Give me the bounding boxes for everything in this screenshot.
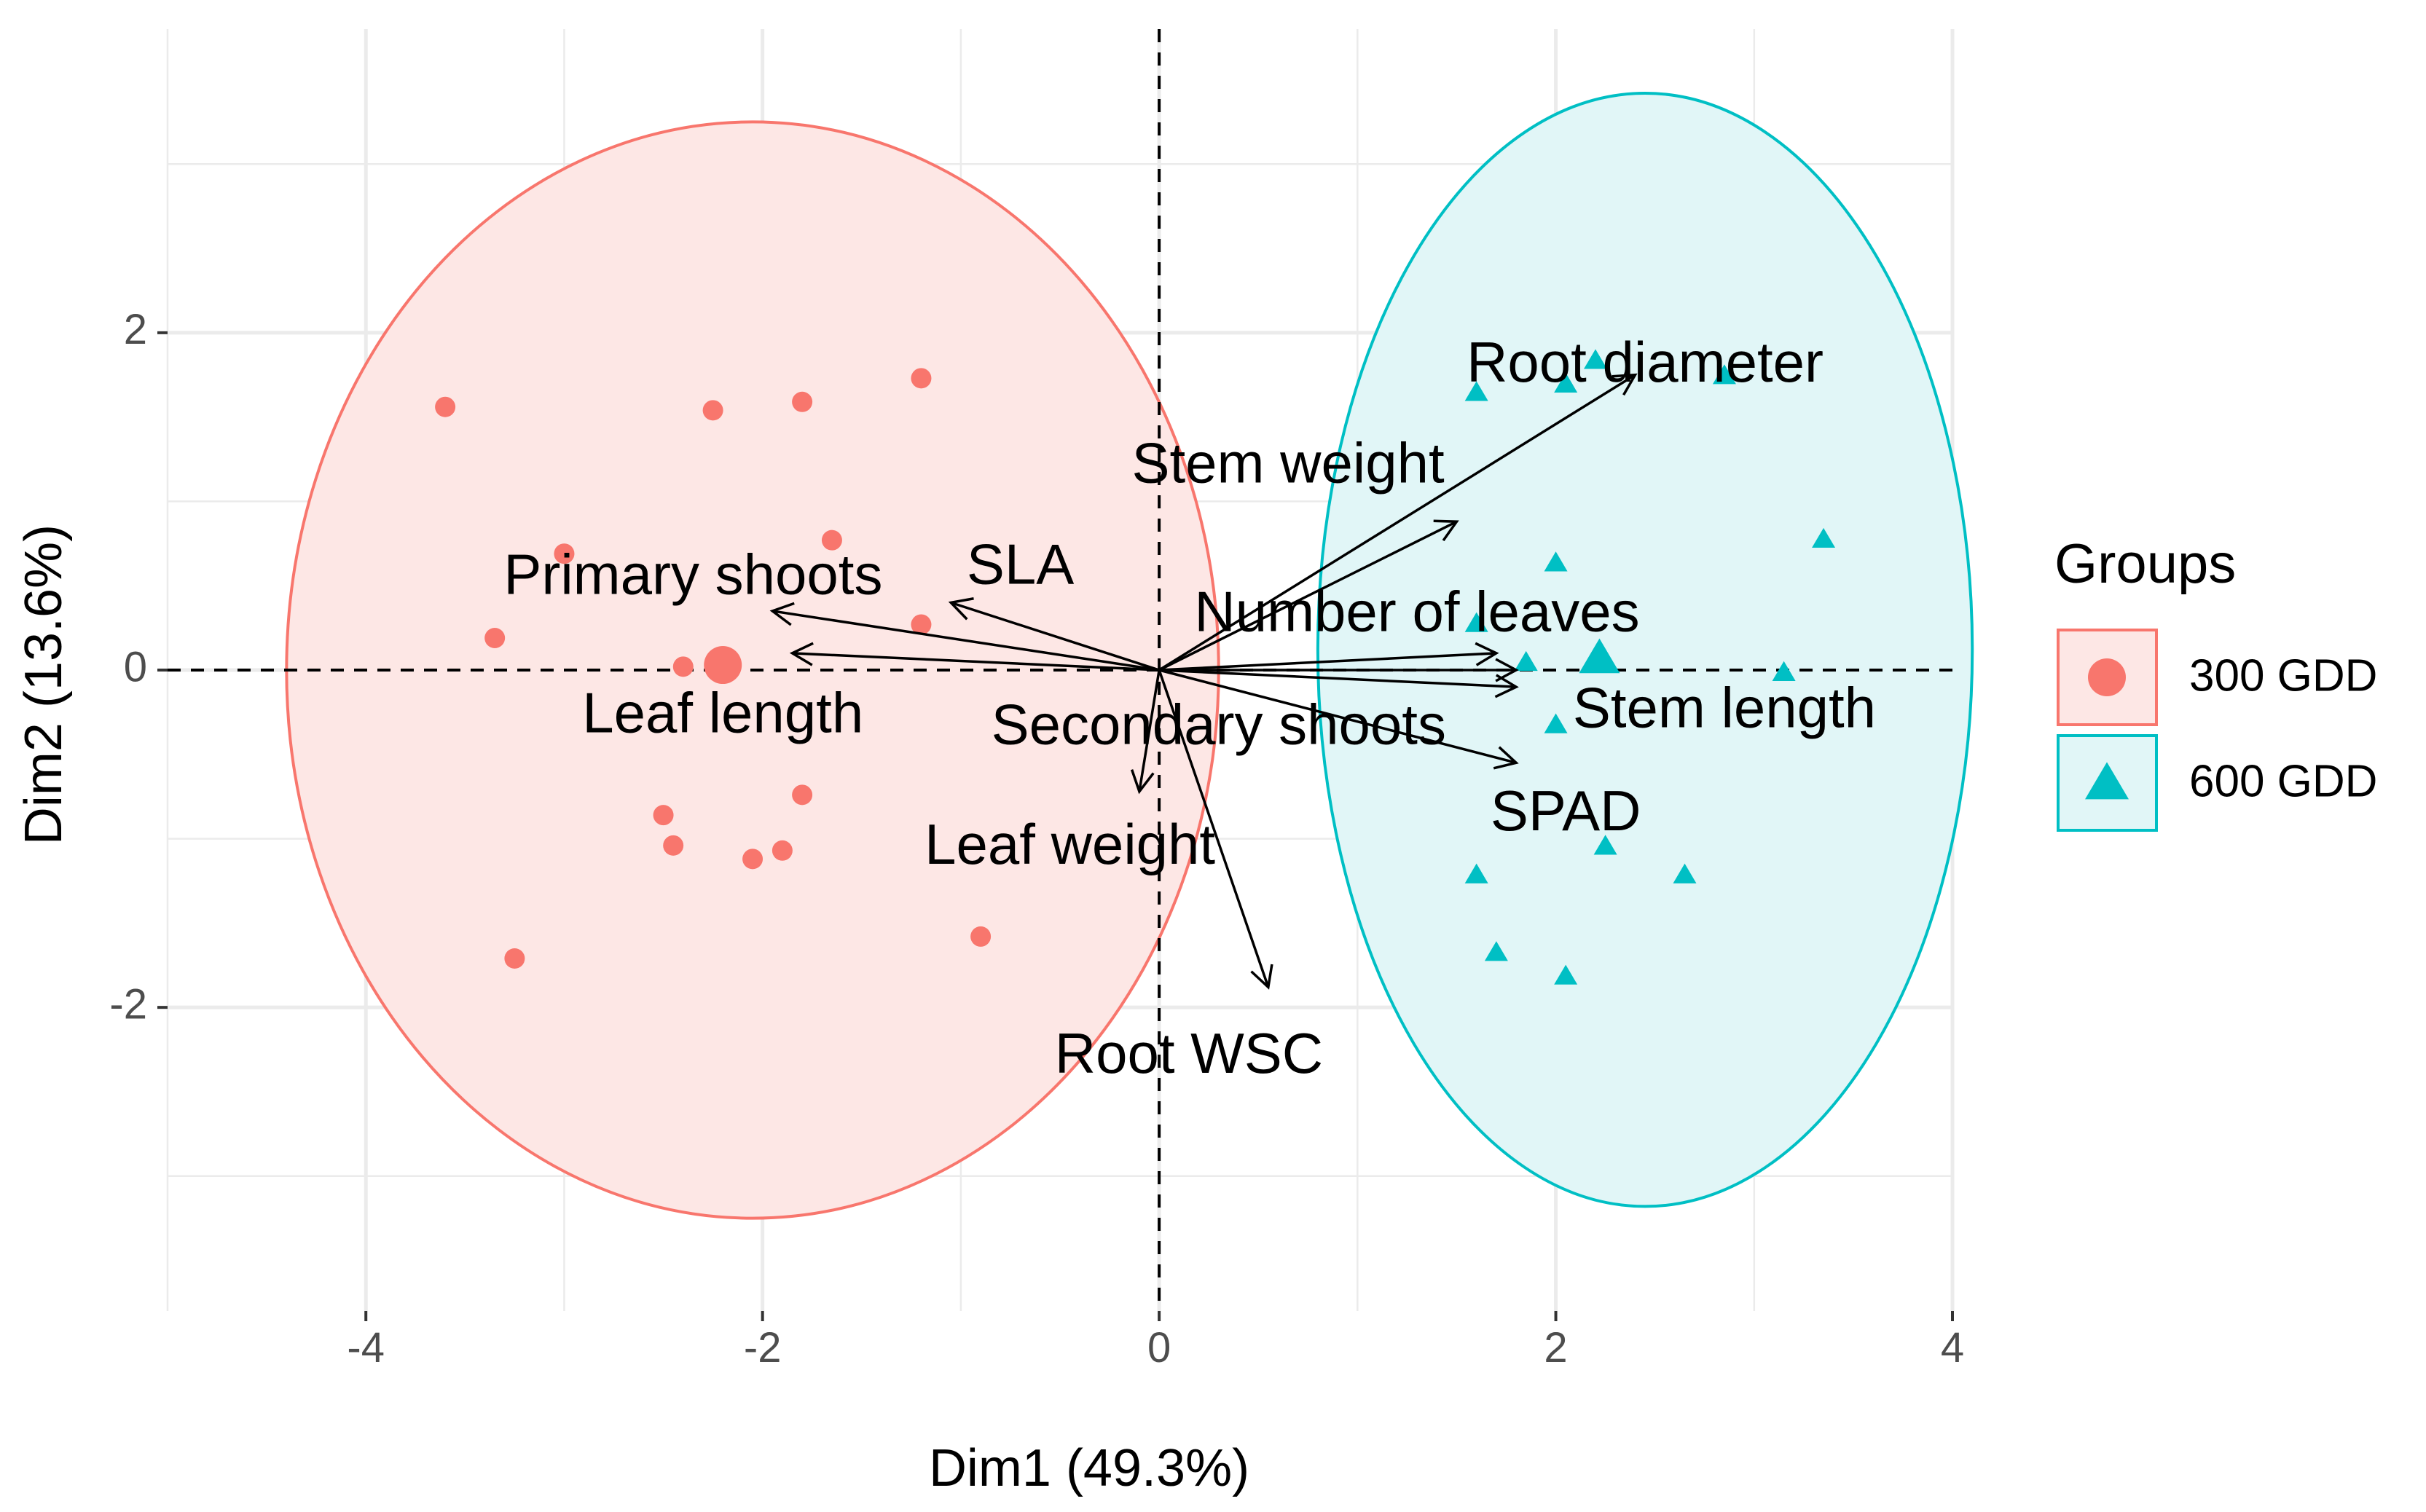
legend-key-triangle <box>2085 762 2129 800</box>
data-point <box>672 656 694 677</box>
variable-label-leaf-weight: Leaf weight <box>925 812 1215 876</box>
data-point <box>1464 381 1488 401</box>
y-tick-label: -2 <box>109 980 147 1028</box>
y-axis-title: Dim2 (13.6%) <box>15 524 73 845</box>
data-point <box>1544 551 1568 572</box>
arrow-sla <box>948 597 1160 672</box>
y-tick-label: 0 <box>124 643 147 690</box>
arrow-leaf-length <box>789 642 1160 672</box>
x-tick-label: 2 <box>1544 1324 1567 1371</box>
data-point <box>1464 863 1488 883</box>
data-point <box>1712 364 1736 385</box>
variable-label-stem-weight: Stem weight <box>1131 431 1445 495</box>
data-point <box>1812 527 1836 548</box>
x-tick-label: 0 <box>1147 1324 1171 1371</box>
axis-ticks: -4 -2 0 2 4 -2 0 2 <box>109 306 1964 1371</box>
y-tick-label: 2 <box>124 306 147 353</box>
data-point <box>911 368 932 389</box>
confidence-ellipses <box>285 92 1974 1220</box>
data-point <box>911 614 932 635</box>
legend-label: 600 GDD <box>2189 756 2377 806</box>
data-point <box>772 840 793 861</box>
legend-key-circle <box>2088 658 2126 696</box>
legend-title: Groups <box>2054 533 2236 595</box>
data-point <box>484 628 506 648</box>
data-point <box>663 835 684 856</box>
x-tick-label: 4 <box>1941 1324 1964 1371</box>
variable-label-sla: SLA <box>967 532 1074 596</box>
data-point <box>435 396 456 417</box>
legend: Groups 300 GDD 600 GDD <box>2054 533 2377 832</box>
data-point <box>792 391 813 412</box>
variable-label-root-wsc: Root WSC <box>1055 1021 1323 1085</box>
data-point <box>1593 835 1617 855</box>
variable-label-spad: SPAD <box>1491 779 1641 843</box>
variable-label-secondary-shoots: Secondary shoots <box>992 693 1446 757</box>
data-point <box>653 805 674 826</box>
ellipse-600-gdd <box>1316 92 1974 1208</box>
x-axis-title: Dim1 (49.3%) <box>929 1439 1249 1497</box>
data-point <box>554 543 575 564</box>
data-point <box>1554 964 1578 985</box>
x-tick-label: -2 <box>744 1324 782 1371</box>
variable-label-leaf-length: Leaf length <box>582 680 863 744</box>
data-point <box>1673 863 1697 883</box>
data-point <box>1464 612 1488 632</box>
variable-arrows <box>769 373 1638 990</box>
variable-labels: Root diameter Stem weight SLA Primary shoot… <box>503 330 1876 1085</box>
data-point <box>1484 941 1508 961</box>
arrow-stem-weight <box>1158 519 1459 672</box>
data-point <box>792 784 813 806</box>
variable-label-number-of-leaves: Number of leaves <box>1194 580 1639 644</box>
x-tick-label: -4 <box>347 1324 385 1371</box>
variable-label-root-diameter: Root diameter <box>1467 330 1824 394</box>
data-point <box>1584 349 1607 369</box>
arrow-stem-length <box>1159 669 1519 698</box>
group-centroid <box>704 646 742 685</box>
arrow-root-wsc <box>1158 669 1273 990</box>
data-point <box>504 948 525 969</box>
variable-label-stem-length: Stem length <box>1573 676 1876 740</box>
arrow-leaf-weight <box>1130 669 1161 795</box>
data-point <box>742 848 763 870</box>
data-point <box>1554 372 1578 393</box>
arrow-number-of-leaves <box>1159 642 1499 672</box>
data-point <box>970 926 992 947</box>
legend-label: 300 GDD <box>2189 650 2377 701</box>
arrow-primary-shoots <box>769 602 1160 672</box>
data-point <box>821 529 842 551</box>
group-centroid <box>1579 638 1620 674</box>
arrow-secondary-shoots <box>1158 669 1519 770</box>
arrow-root-diameter <box>1158 373 1638 672</box>
data-point <box>1514 650 1538 672</box>
data-points <box>435 349 1836 985</box>
variable-label-primary-shoots: Primary shoots <box>503 543 882 607</box>
data-point <box>1544 713 1568 733</box>
data-point <box>1772 661 1796 681</box>
data-point <box>702 400 723 421</box>
